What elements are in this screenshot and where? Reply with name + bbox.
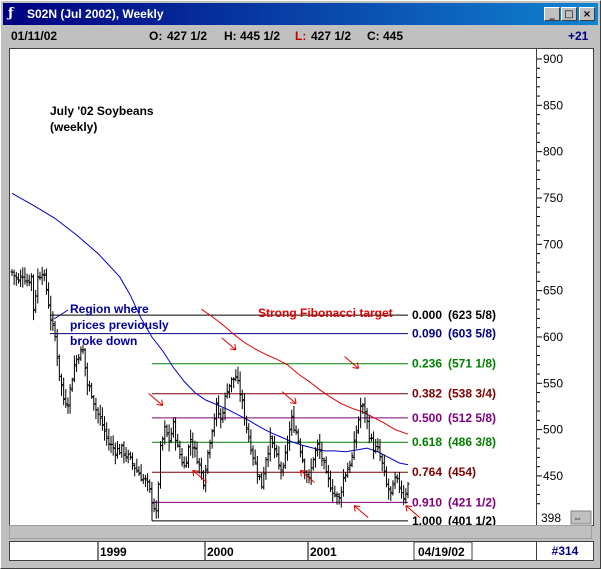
price-chart: July '02 Soybeans (weekly) 0.000 (623 5/8… [10, 104, 496, 525]
open-value: 427 1/2 [167, 29, 208, 43]
cursor-date: 04/19/02 [418, 545, 465, 559]
fib-ratio-label: 0.910 [412, 495, 442, 509]
fib-price-label: (454) [448, 465, 476, 479]
region-annotation-pointer [53, 309, 69, 320]
x-tick-label: 1999 [100, 545, 127, 559]
y-tick-label: 850 [543, 98, 563, 112]
arrow-annotation [405, 505, 421, 518]
fib-ratio-label: 0.500 [412, 411, 442, 425]
moving-average-red [201, 308, 409, 435]
cursor-price: 398 [541, 511, 561, 525]
change-value: +21 [568, 29, 589, 43]
moving-average-blue [11, 192, 409, 466]
y-tick-label: 450 [543, 469, 563, 483]
fib-price-label: (401 1/2) [448, 514, 496, 525]
fib-price-label: (623 5/8) [448, 308, 496, 322]
region-annotation-line-2: prices previously [70, 318, 169, 332]
time-axis-svg: 1999 2000 2001 04/19/02 [97, 542, 473, 560]
arrow-annotation [299, 469, 315, 483]
price-axis[interactable]: 900 850 800 750 700 650 600 550 500 450 398 ⇔ [536, 48, 594, 526]
price-axis-svg: 900 850 800 750 700 650 600 550 500 450 398 ⇔ [537, 52, 592, 525]
y-tick-label: 650 [543, 284, 563, 298]
region-annotation-line-3: broke down [70, 334, 137, 348]
cursor-price-box [538, 512, 570, 525]
low-value: 427 1/2 [311, 29, 352, 43]
arrow-annotation [192, 469, 208, 483]
maximize-button[interactable]: □ [561, 7, 577, 21]
y-tick-label: 900 [543, 52, 563, 66]
close-button[interactable]: × [579, 7, 595, 21]
minimize-button[interactable]: _ [544, 7, 560, 21]
y-tick-label: 600 [543, 330, 563, 344]
fib-price-label: (486 3/8) [448, 435, 496, 449]
region-annotation-line-1: Region where [70, 302, 149, 316]
fib-ratio-label: 0.236 [412, 357, 442, 371]
arrow-annotation [221, 337, 237, 351]
y-tick-label: 550 [543, 376, 563, 390]
fib-ratio-label: 1.000 [412, 514, 442, 525]
low-label: L: [295, 29, 307, 43]
x-tick-label: 2000 [207, 545, 234, 559]
fib-ratio-label: 0.618 [412, 435, 442, 449]
fib-price-label: (421 1/2) [448, 495, 496, 509]
quote-date: 01/11/02 [11, 29, 58, 43]
close-label: C: [367, 29, 380, 43]
quote-info-bar: 01/11/02 O: 427 1/2 H: 445 1/2 L: 427 1/… [5, 27, 596, 45]
fib-ratio-label: 0.764 [412, 465, 442, 479]
zoom-icon[interactable]: ⇔ [573, 513, 582, 523]
y-tick-label: 800 [543, 145, 563, 159]
y-tick-label: 500 [543, 423, 563, 437]
fib-ratio-label: 0.000 [412, 308, 442, 322]
bar-number: #314 [536, 541, 594, 561]
chart-app-icon[interactable]: ƒ [8, 6, 14, 21]
arrow-annotation [148, 393, 164, 407]
target-annotation: Strong Fibonacci target [258, 306, 393, 320]
title-bar[interactable]: ƒ S02N (Jul 2002), Weekly _ □ × [3, 3, 598, 25]
arrow-annotation [353, 505, 369, 518]
arrow-annotation [344, 356, 359, 369]
cursor-date-box [413, 542, 473, 560]
chart-title: July '02 Soybeans [50, 104, 154, 118]
horizontal-scrollbar[interactable] [8, 524, 593, 540]
open-label: O: [149, 29, 163, 43]
window-title: S02N (Jul 2002), Weekly [27, 7, 164, 21]
time-axis[interactable]: 1999 2000 2001 04/19/02 [9, 541, 537, 561]
fib-price-label: (538 3/4) [448, 387, 496, 401]
chart-subtitle: (weekly) [50, 120, 97, 134]
arrow-annotation [281, 391, 297, 405]
zoom-button[interactable] [570, 510, 592, 525]
fib-price-label: (571 1/8) [448, 357, 496, 371]
chart-plot-area[interactable]: July '02 Soybeans (weekly) 0.000 (623 5/8… [9, 48, 537, 526]
fib-price-label: (603 5/8) [448, 327, 496, 341]
y-tick-label: 750 [543, 191, 563, 205]
x-tick-label: 2001 [310, 545, 337, 559]
high-label: H: [224, 29, 237, 43]
close-value: 445 [383, 29, 404, 43]
high-value: 445 1/2 [240, 29, 281, 43]
fib-ratio-label: 0.382 [412, 387, 442, 401]
fib-price-label: (512 5/8) [448, 411, 496, 425]
fib-ratio-label: 0.090 [412, 327, 442, 341]
y-tick-label: 700 [543, 237, 563, 251]
